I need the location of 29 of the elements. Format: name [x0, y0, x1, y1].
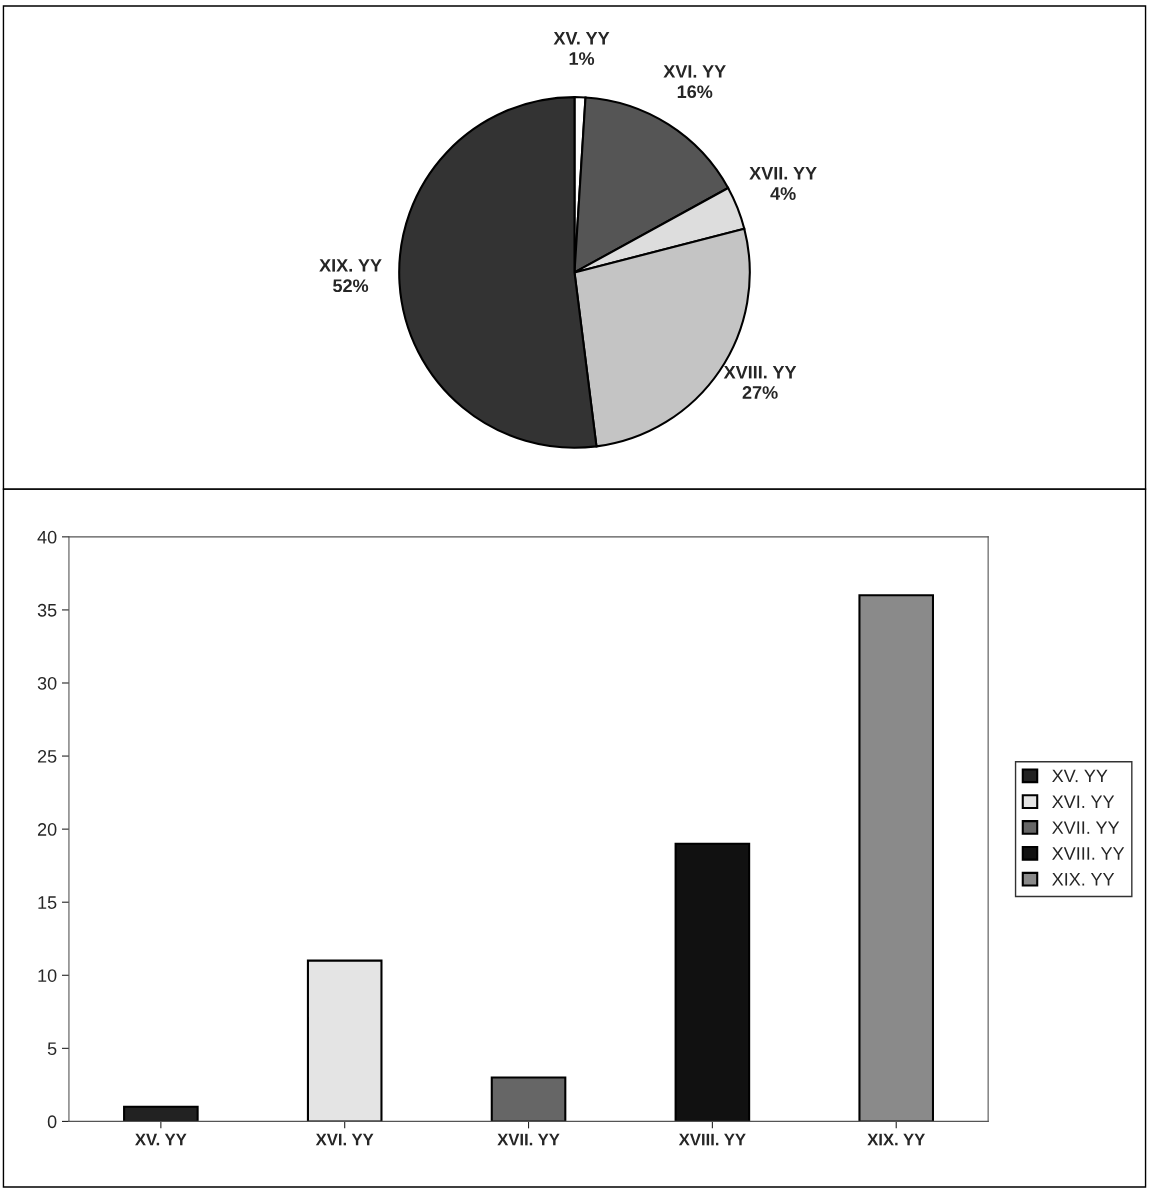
data-label: 1% [569, 52, 595, 65]
legend-label: XV. YY [1052, 769, 1108, 783]
data-label: 4% [770, 187, 796, 200]
x-tick-label: XV. YY [135, 1133, 187, 1146]
legend-label: XVIII. YY [1052, 847, 1125, 860]
data-label: 16% [677, 85, 713, 99]
y-tick-label: 40 [37, 530, 57, 544]
slice-label: XIX. YY [319, 259, 382, 272]
slice-label: XVIII. YY [723, 365, 797, 379]
y-tick-label: 5 [47, 1042, 57, 1056]
data-label: 52% [333, 279, 369, 293]
slice-label: XVII. YY [749, 167, 817, 180]
y-tick-label: 20 [37, 823, 57, 836]
slice-label: XVI. YY [663, 65, 726, 78]
legend-label: XVI. YY [1052, 795, 1115, 808]
y-tick-label: 10 [38, 969, 57, 982]
y-tick-label: 35 [37, 603, 57, 617]
slice-label: XV. YY [553, 32, 610, 45]
x-tick-label: XVIII. YY [678, 1133, 746, 1146]
y-tick-label: 15 [38, 896, 57, 909]
x-tick-label: XIX. YY [867, 1133, 925, 1146]
data-label: 27% [742, 386, 778, 399]
y-tick-label: 25 [37, 750, 57, 763]
y-tick-label: 30 [37, 676, 57, 690]
y-tick-label: 0 [47, 1115, 57, 1129]
x-tick-label: XVI. YY [315, 1133, 374, 1146]
legend-label: XVII. YY [1052, 821, 1120, 834]
legend-label: XIX. YY [1052, 873, 1115, 886]
x-tick-label: XVII. YY [497, 1133, 560, 1146]
